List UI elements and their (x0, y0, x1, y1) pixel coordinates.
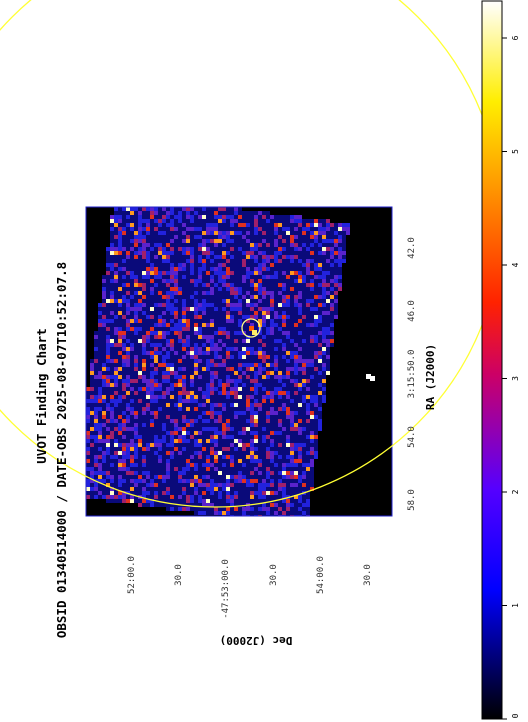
ra-tick-label: 46.0 (407, 300, 417, 322)
y-axis-label: Dec (J2000) (220, 634, 293, 647)
colorbar-tick-label: 6 (511, 35, 520, 40)
dec-tick-label: 30.0 (269, 564, 279, 586)
chart-title: UVOT Finding Chart (34, 328, 49, 463)
dec-tick-label: 30.0 (174, 564, 184, 586)
ra-tick-label: 54.0 (407, 426, 417, 448)
colorbar-tick-label: 0 (511, 713, 520, 718)
colorbar-tick-label: 4 (511, 262, 520, 267)
dec-tick-labels: 52:00.0 30.0 -47:53:00.0 30.0 54:00.0 30.0 (127, 556, 373, 619)
ra-tick-label: 58.0 (407, 489, 417, 511)
chart-subtitle: OBSID 01340514000 / DATE-OBS 2025-08-07T… (54, 262, 69, 638)
colorbar-tick-label: 2 (511, 489, 520, 494)
colorbar-tick-label: 5 (511, 149, 520, 154)
ra-tick-label: 3:15:50.0 (407, 350, 417, 399)
colorbar-ticks: 0 1 2 3 4 5 6 (502, 35, 520, 720)
ra-tick-label: 42.0 (407, 237, 417, 259)
dec-tick-label: 30.0 (363, 564, 373, 586)
ra-tick-labels: 58.0 54.0 3:15:50.0 46.0 42.0 (407, 237, 417, 511)
colorbar-tick-label: 1 (511, 603, 520, 608)
dec-tick-label: 52:00.0 (127, 556, 137, 594)
dec-tick-label: 54:00.0 (316, 556, 326, 594)
colorbar-tick-label: 3 (511, 376, 520, 381)
heatmap-image (86, 207, 375, 516)
x-axis-label: RA (J2000) (424, 344, 437, 410)
image-frame-border (85, 206, 393, 517)
source-circle-marker (241, 318, 261, 338)
dec-tick-label: -47:53:00.0 (221, 559, 231, 619)
colorbar (481, 0, 503, 720)
